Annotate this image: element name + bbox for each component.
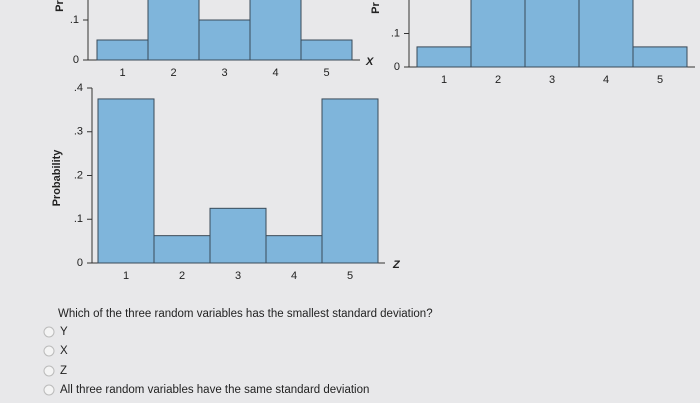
y-tick-label: .3 xyxy=(74,126,83,138)
x-tick-label: 3 xyxy=(221,67,227,79)
bar xyxy=(209,207,267,264)
bar xyxy=(300,39,353,61)
bar xyxy=(524,0,580,68)
y-axis-label: Probability xyxy=(51,149,63,207)
bar xyxy=(321,98,379,264)
bar xyxy=(265,235,323,264)
question: Which of the three random variables has … xyxy=(58,308,433,320)
x-tick-label: 1 xyxy=(119,67,125,79)
x-tick-label: 4 xyxy=(291,270,297,282)
x-tick-label: 1 xyxy=(441,74,447,86)
option[interactable]: Z xyxy=(43,365,67,377)
y-tick-label: .1 xyxy=(74,213,83,225)
x-axis-label: X xyxy=(365,56,374,68)
y-axis-label: Pr xyxy=(370,1,382,13)
bar xyxy=(578,0,634,68)
radio[interactable] xyxy=(43,345,55,357)
radio[interactable] xyxy=(43,365,55,377)
option[interactable]: X xyxy=(43,345,68,357)
x-tick-label: 5 xyxy=(323,67,329,79)
y-tick-label: .1 xyxy=(70,14,79,26)
option-label[interactable]: Z xyxy=(60,365,67,377)
x-tick-label: 1 xyxy=(123,270,129,282)
x-tick-label: 2 xyxy=(179,270,185,282)
bar xyxy=(97,98,155,264)
option-label[interactable]: Y xyxy=(60,326,68,338)
y-tick-label: 0 xyxy=(394,61,400,73)
bar xyxy=(470,0,526,68)
x-tick-label: 3 xyxy=(549,74,555,86)
bar xyxy=(153,235,211,264)
y-axis-label: Pr xyxy=(54,0,66,12)
y-tick-label: .1 xyxy=(391,27,400,39)
bar xyxy=(416,46,472,68)
x-tick-label: 5 xyxy=(657,74,663,86)
option-label[interactable]: All three random variables have the same… xyxy=(60,384,369,396)
x-tick-label: 5 xyxy=(347,270,353,282)
x-tick-label: 3 xyxy=(235,270,241,282)
radio[interactable] xyxy=(43,384,55,396)
radio[interactable] xyxy=(43,326,55,338)
option[interactable]: Y xyxy=(43,326,68,338)
bar xyxy=(147,0,200,61)
x-tick-label: 2 xyxy=(495,74,501,86)
y-tick-label: 0 xyxy=(73,54,79,66)
y-tick-label: .2 xyxy=(74,169,83,181)
bar xyxy=(96,39,149,61)
bar xyxy=(249,0,302,61)
x-axis-label: Z xyxy=(392,259,401,271)
bar xyxy=(632,46,688,68)
x-tick-label: 4 xyxy=(603,74,609,86)
x-tick-label: 4 xyxy=(272,67,278,79)
y-tick-label: .4 xyxy=(74,82,83,94)
option[interactable]: All three random variables have the same… xyxy=(43,384,369,396)
option-label[interactable]: X xyxy=(60,345,68,357)
x-tick-label: 2 xyxy=(170,67,176,79)
bar xyxy=(198,19,251,61)
y-tick-label: 0 xyxy=(77,257,83,269)
